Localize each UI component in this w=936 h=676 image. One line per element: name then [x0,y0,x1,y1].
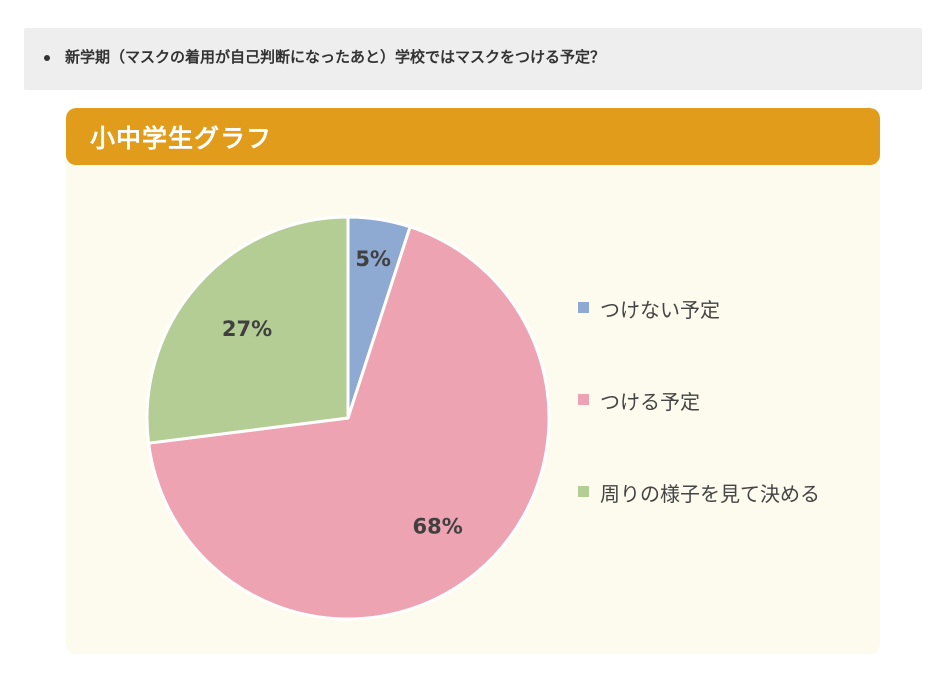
pie-slice [147,225,551,621]
pie-slice [145,215,350,445]
legend-swatch [578,486,589,497]
chart-card: 小中学生グラフ 5% 68% 27% つけない予定 つける予定 周りの様子を見て決め… [66,108,880,654]
legend-label: つけない予定 [600,298,720,322]
slice-value-label: 27% [222,317,272,341]
pie-chart: 5% 68% 27% [145,215,551,621]
chart-title: 小中学生グラフ [90,124,273,153]
slice-value-label: 5% [355,247,391,271]
question-box: 新学期（マスクの着用が自己判断になったあと）学校ではマスクをつける予定？ [24,28,922,90]
legend-swatch [578,302,589,313]
legend-label: つける予定 [600,390,700,414]
bullet-icon [44,55,50,61]
question-text: 新学期（マスクの着用が自己判断になったあと）学校ではマスクをつける予定？ [65,48,606,66]
legend-swatch [578,394,589,405]
slice-value-label: 68% [413,514,463,538]
chart-header: 小中学生グラフ [66,108,880,165]
legend-label: 周りの様子を見て決める [600,482,820,506]
